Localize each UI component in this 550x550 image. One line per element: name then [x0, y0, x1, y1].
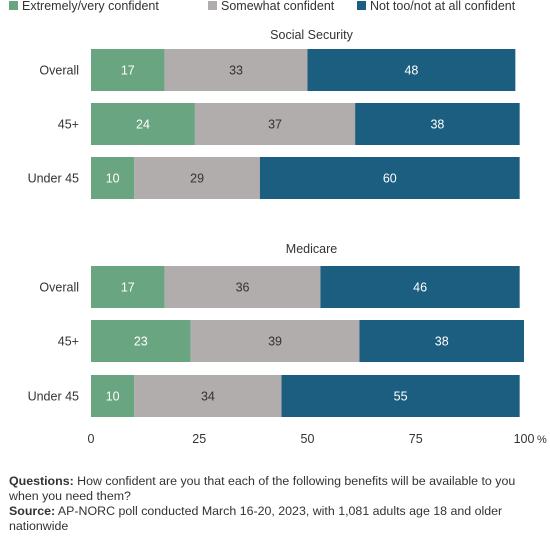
- panel-title: Medicare: [286, 242, 337, 256]
- data-label: 46: [413, 281, 427, 295]
- bar-segment: [91, 320, 191, 362]
- data-label: 60: [383, 172, 397, 186]
- x-axis: 0 25 50 75 100%: [88, 432, 547, 446]
- data-label: 37: [268, 118, 282, 132]
- category-label: 45+: [58, 118, 79, 132]
- questions-text: How confident are you that each of the f…: [9, 474, 516, 503]
- data-label: 36: [236, 281, 250, 295]
- source-note: Source: AP-NORC poll conducted March 16-…: [9, 504, 541, 534]
- data-label: 48: [404, 64, 418, 78]
- data-label: 17: [121, 64, 135, 78]
- bar-segment: [259, 157, 520, 199]
- legend-swatch: [357, 1, 366, 10]
- legend-label: Somewhat confident: [221, 0, 335, 13]
- bar-segment: [281, 375, 520, 417]
- bar-segment: [91, 49, 165, 91]
- bar-segment: [164, 266, 321, 308]
- x-tick-label: 100: [514, 432, 535, 446]
- x-axis-unit: %: [537, 434, 547, 446]
- chart-notes: Questions: How confident are you that ea…: [9, 474, 541, 534]
- data-label: 10: [106, 390, 120, 404]
- source-text: AP-NORC poll conducted March 16-20, 2023…: [9, 504, 503, 533]
- data-label: 23: [134, 335, 148, 349]
- bar-segment: [91, 103, 195, 145]
- data-label: 38: [435, 335, 449, 349]
- bar-segment: [91, 266, 165, 308]
- data-label: 33: [229, 64, 243, 78]
- legend-label: Not too/not at all confident: [370, 0, 516, 13]
- bar-segment: [91, 375, 135, 417]
- category-label: Overall: [39, 281, 79, 295]
- x-tick-label: 75: [409, 432, 423, 446]
- bar-segment: [359, 320, 524, 362]
- bar-segment: [320, 266, 520, 308]
- x-tick-label: 25: [192, 432, 206, 446]
- questions-note: Questions: How confident are you that ea…: [9, 474, 541, 504]
- data-label: 55: [394, 390, 408, 404]
- x-tick-label: 50: [301, 432, 315, 446]
- category-label: Under 45: [28, 172, 79, 186]
- panel: Social Security Overall 17 33 48 45+ 24 37 38 Und…: [28, 28, 520, 199]
- data-label: 24: [136, 118, 150, 132]
- legend-label: Extremely/very confident: [22, 0, 159, 13]
- bar-segment: [307, 49, 516, 91]
- data-label: 39: [268, 335, 282, 349]
- chart-legend: Extremely/very confident Somewhat confide…: [9, 0, 516, 13]
- x-tick-label: 0: [88, 432, 95, 446]
- data-label: 34: [201, 390, 215, 404]
- data-label: 10: [106, 172, 120, 186]
- category-label: Overall: [39, 64, 79, 78]
- questions-label: Questions:: [9, 474, 74, 488]
- data-label: 29: [190, 172, 204, 186]
- bar-segment: [190, 320, 360, 362]
- panel: Medicare Overall 17 36 46 45+ 23 39 38 Under 45 10…: [28, 242, 524, 417]
- bar-segment: [355, 103, 520, 145]
- data-label: 38: [430, 118, 444, 132]
- legend-swatch: [208, 1, 217, 10]
- legend-swatch: [9, 1, 18, 10]
- source-label: Source:: [9, 504, 56, 518]
- chart-panels: Social Security Overall 17 33 48 45+ 24 37 38 Und…: [28, 28, 524, 417]
- bar-segment: [164, 49, 308, 91]
- bar-segment: [91, 157, 135, 199]
- bar-segment: [194, 103, 356, 145]
- bar-segment: [134, 375, 282, 417]
- panel-title: Social Security: [270, 28, 353, 42]
- data-label: 17: [121, 281, 135, 295]
- category-label: 45+: [58, 335, 79, 349]
- category-label: Under 45: [28, 390, 79, 404]
- bar-segment: [134, 157, 260, 199]
